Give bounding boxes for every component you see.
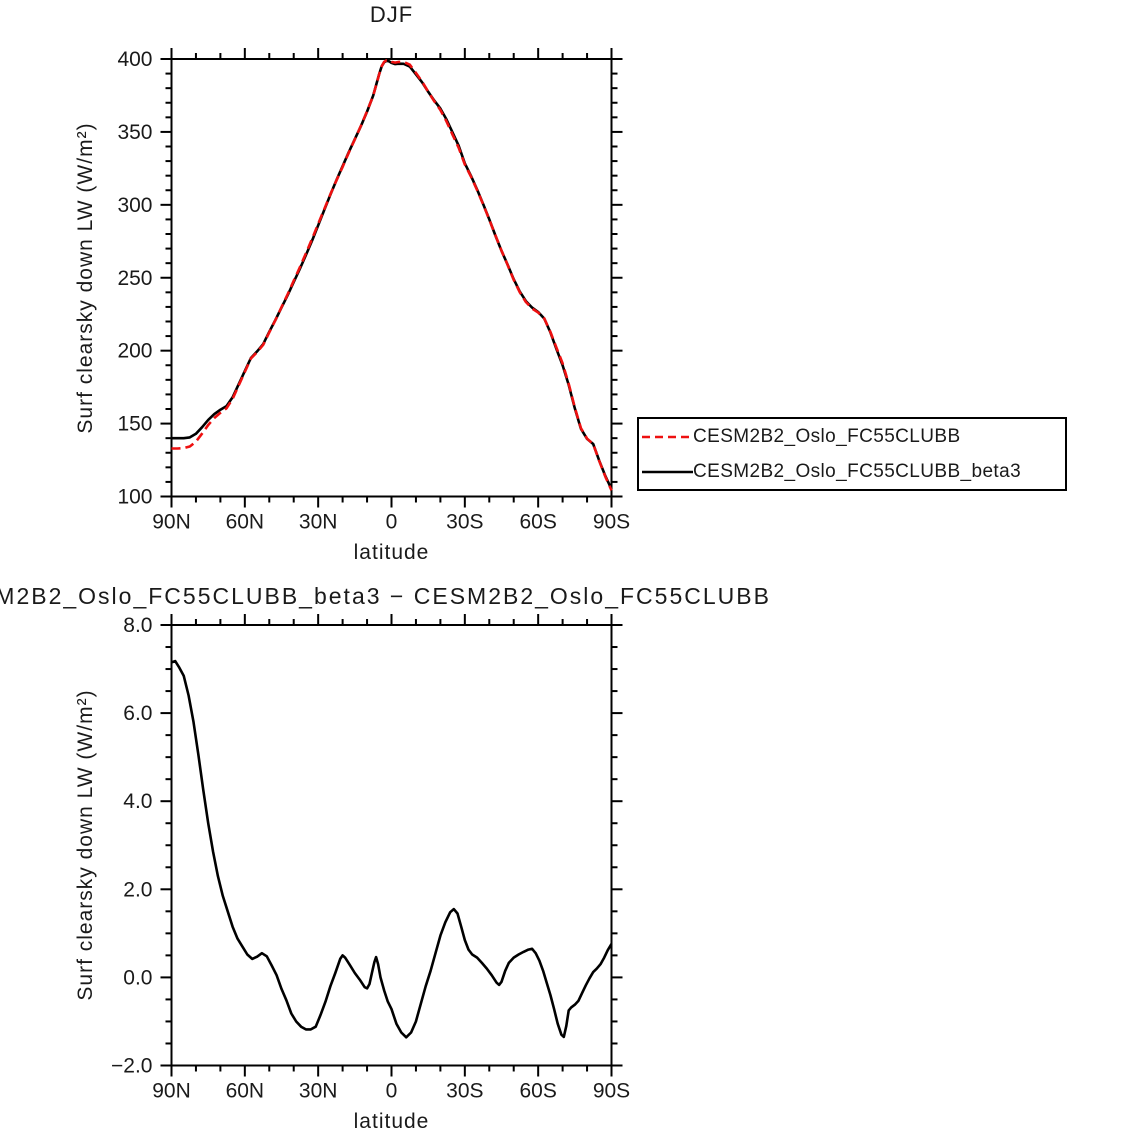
top-chart-title: DJF xyxy=(369,2,414,27)
x-tick-label: 90N xyxy=(152,511,191,534)
y-tick-label: 100 xyxy=(117,486,152,509)
series-difference-beta3-minus-base- xyxy=(171,659,613,1039)
x-tick-label: 0 xyxy=(386,1080,398,1103)
y-tick-label: 8.0 xyxy=(123,614,152,637)
legend-label-base: CESM2B2_Oslo_FC55CLUBB xyxy=(693,425,961,447)
legend-item-base: CESM2B2_Oslo_FC55CLUBB xyxy=(639,419,1065,454)
y-tick-label: 2.0 xyxy=(123,878,152,901)
x-tick-label: 60S xyxy=(519,511,556,534)
legend-box: CESM2B2_Oslo_FC55CLUBB CESM2B2_Oslo_FC55… xyxy=(637,417,1067,491)
legend-dashed-line-sample xyxy=(642,435,693,438)
x-tick-label: 90N xyxy=(152,1080,191,1103)
x-tick-label: 0 xyxy=(386,511,398,534)
series-CESM2B2_Oslo_FC55CLUBB xyxy=(171,59,613,491)
legend-solid-line-sample xyxy=(642,470,693,473)
x-tick-label: 60S xyxy=(519,1080,556,1103)
y-tick-label: 6.0 xyxy=(123,702,152,725)
x-tick-label: 60N xyxy=(226,1080,265,1103)
legend-item-beta3: CESM2B2_Oslo_FC55CLUBB_beta3 xyxy=(639,454,1065,489)
bottom-chart-title: CESM2B2_Oslo_FC55CLUBB_beta3 − CESM2B2_O… xyxy=(0,583,771,609)
bottom-chart-x-axis-label: latitude xyxy=(353,1110,430,1133)
x-tick-label: 30N xyxy=(299,511,338,534)
x-tick-label: 60N xyxy=(226,511,265,534)
y-tick-label: 300 xyxy=(117,194,152,217)
y-tick-label: 200 xyxy=(117,340,152,363)
top-chart-frame xyxy=(170,58,613,498)
y-tick-label: 400 xyxy=(117,48,152,71)
x-tick-label: 30S xyxy=(446,1080,483,1103)
series-CESM2B2_Oslo_FC55CLUBB_beta3 xyxy=(171,59,613,490)
y-tick-label: 150 xyxy=(117,413,152,436)
top-chart-y-axis-label: Surf clearsky down LW (W/m²) xyxy=(74,122,97,434)
x-tick-label: 90S xyxy=(593,1080,630,1103)
y-tick-label: 250 xyxy=(117,267,152,290)
y-tick-label: 0.0 xyxy=(123,966,152,989)
bottom-chart-y-axis-label: Surf clearsky down LW (W/m²) xyxy=(74,689,97,1001)
x-tick-label: 30S xyxy=(446,511,483,534)
y-tick-label: 4.0 xyxy=(123,790,152,813)
top-chart-x-axis-label: latitude xyxy=(353,541,430,564)
legend-label-beta3: CESM2B2_Oslo_FC55CLUBB_beta3 xyxy=(693,460,1022,482)
x-tick-label: 90S xyxy=(593,511,630,534)
top-chart: 90N 60N 30N 0 30S 60S 90S 400 350 300 250 200 150 100 xyxy=(117,48,630,534)
bottom-chart: 90N 60N 30N 0 30S 60S 90S 8.0 6.0 4.0 2.0 0.0 −2.0 xyxy=(111,614,630,1103)
x-tick-label: 30N xyxy=(299,1080,338,1103)
y-tick-label: 350 xyxy=(117,121,152,144)
y-tick-label: −2.0 xyxy=(111,1055,152,1078)
bottom-chart-frame xyxy=(170,624,613,1067)
